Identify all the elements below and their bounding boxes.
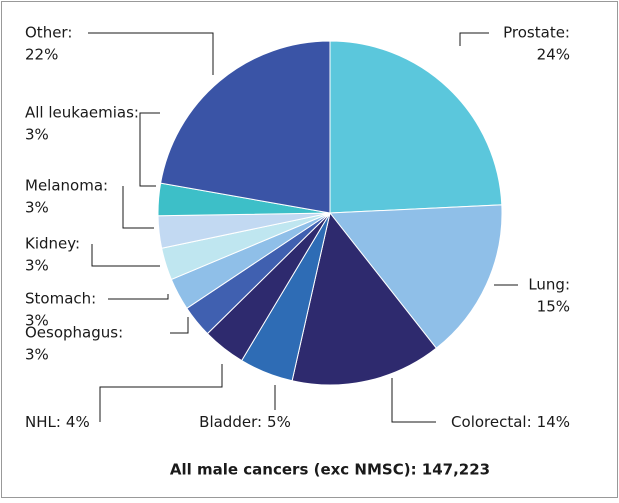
category-label: All leukaemias: [25,104,139,122]
category-label: NHL: [25,413,61,431]
slice-label: NHL: 4% [25,413,90,431]
category-label: Other: [25,24,72,42]
category-label: Prostate: [503,24,570,42]
pie-slice [291,211,438,386]
pie-slice [329,204,503,349]
pie-slice [329,40,503,214]
pie-slice [160,40,331,214]
category-label: Lung: [528,276,570,294]
value-label: 22% [25,46,58,64]
category-label: Melanoma: [25,177,108,195]
value-label: 14% [537,413,570,431]
leader-lines [88,32,518,423]
category-label: Bladder: [199,413,262,431]
slice-label: Bladder: 5% [199,413,291,431]
value-label: 3% [25,346,49,364]
value-label: 15% [537,298,570,316]
value-label: 24% [537,46,570,64]
chart-title: All male cancers (exc NMSC): 147,223 [170,461,490,479]
value-label: 3% [25,257,49,275]
category-label: Oesophagus: [25,324,123,342]
value-label: 3% [25,312,49,330]
value-label: 4% [66,413,90,431]
value-label: 3% [25,199,49,217]
category-label: Stomach: [25,290,96,308]
category-label: Colorectal: [451,413,532,431]
slice-label: Colorectal: 14% [451,413,570,431]
value-label: 3% [25,126,49,144]
category-label: Kidney: [25,235,80,253]
value-label: 5% [267,413,291,431]
